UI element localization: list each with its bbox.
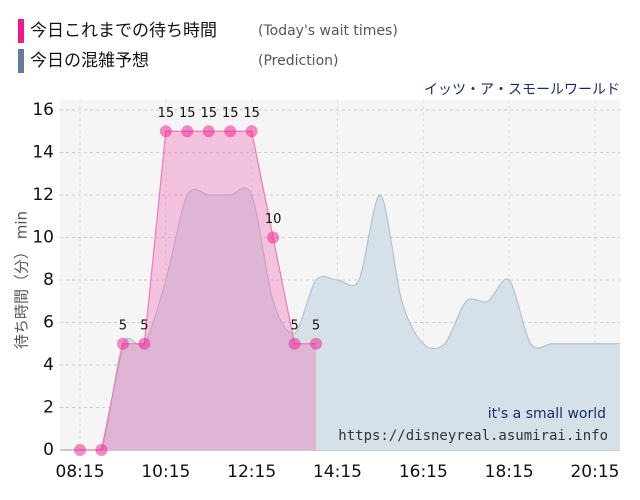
data-label: 15 bbox=[179, 106, 196, 121]
subtitle: イッツ・ア・スモールワールド bbox=[424, 82, 620, 98]
y-axis-label: 待ち時間（分） min bbox=[13, 211, 31, 349]
x-tick-label: 08:15 bbox=[56, 462, 105, 482]
point bbox=[310, 337, 323, 350]
y-tick-label: 2 bbox=[43, 398, 54, 418]
line bbox=[80, 130, 317, 451]
x-tick-label: 18:15 bbox=[485, 462, 534, 482]
area bbox=[80, 187, 621, 450]
data-label: 5 bbox=[119, 318, 127, 333]
legend-label: 今日の混雑予想 bbox=[30, 51, 149, 71]
data-label: 15 bbox=[200, 106, 217, 121]
point bbox=[138, 337, 151, 350]
data-label: 5 bbox=[312, 318, 320, 333]
x-tick-label: 20:15 bbox=[570, 462, 619, 482]
y-tick-label: 14 bbox=[32, 143, 54, 163]
point bbox=[181, 125, 194, 138]
y-tick-label: 16 bbox=[32, 100, 54, 120]
x-tick-label: 16:15 bbox=[399, 462, 448, 482]
y-tick-label: 0 bbox=[43, 440, 54, 460]
x-tick-label: 10:15 bbox=[141, 462, 190, 482]
point bbox=[74, 444, 87, 456]
y-tick-label: 6 bbox=[43, 313, 54, 333]
x-tick-label: 14:15 bbox=[313, 462, 362, 482]
point bbox=[116, 337, 129, 350]
point bbox=[95, 444, 108, 456]
y-tick-label: 12 bbox=[32, 185, 54, 205]
data-label: 15 bbox=[158, 106, 175, 121]
data-label: 10 bbox=[265, 212, 282, 227]
y-tick-label: 4 bbox=[43, 355, 54, 375]
y-tick-label: 8 bbox=[43, 270, 54, 290]
legend-swatch bbox=[18, 19, 24, 43]
point bbox=[159, 125, 172, 138]
point bbox=[245, 125, 258, 138]
source: https://disneyreal.asumirai.info bbox=[338, 428, 608, 444]
data-label: 15 bbox=[243, 106, 260, 121]
legend-swatch bbox=[18, 49, 24, 73]
area bbox=[80, 131, 317, 450]
point bbox=[224, 125, 237, 138]
point bbox=[202, 125, 215, 138]
watermark: it's a small world bbox=[488, 406, 606, 422]
point bbox=[288, 337, 301, 350]
data-label: 5 bbox=[140, 318, 148, 333]
legend-label: 今日これまでの待ち時間 bbox=[30, 21, 217, 41]
line bbox=[80, 187, 620, 451]
data-label: 15 bbox=[222, 106, 239, 121]
x-tick-label: 12:15 bbox=[227, 462, 276, 482]
legend-note: (Prediction) bbox=[258, 53, 338, 69]
point bbox=[267, 231, 280, 244]
data-label: 5 bbox=[290, 318, 298, 333]
y-tick-label: 10 bbox=[32, 228, 54, 248]
legend-note: (Today's wait times) bbox=[258, 23, 398, 39]
